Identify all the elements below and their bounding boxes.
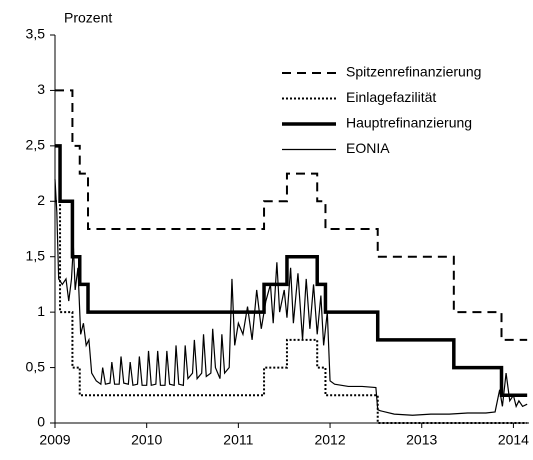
y-tick-label: 0 <box>37 414 45 430</box>
x-tick-label: 2012 <box>314 432 345 448</box>
series-line <box>55 200 528 424</box>
legend-label: Spitzenrefinanzierung <box>346 64 481 80</box>
y-tick-label: 3,5 <box>26 26 46 42</box>
y-tick-label: 1,5 <box>26 247 46 263</box>
y-tick-label: 2,5 <box>26 137 46 153</box>
series-line <box>55 89 528 341</box>
legend-label: Einlagefazilität <box>346 89 436 105</box>
x-tick-label: 2013 <box>406 432 437 448</box>
x-tick-label: 2010 <box>131 432 162 448</box>
x-tick-label: 2009 <box>39 432 70 448</box>
x-tick-label: 2014 <box>498 432 529 448</box>
x-tick-label: 2011 <box>223 432 253 448</box>
y-axis-label: Prozent <box>64 10 112 26</box>
series-line <box>55 144 528 398</box>
y-tick-label: 0,5 <box>26 358 46 374</box>
legend-label: EONIA <box>346 140 390 156</box>
y-tick-label: 2 <box>37 192 45 208</box>
y-tick-label: 3 <box>37 81 45 97</box>
legend-label: Hauptrefinanzierung <box>346 115 472 131</box>
series-line <box>54 179 528 416</box>
y-tick-label: 1 <box>37 303 45 319</box>
